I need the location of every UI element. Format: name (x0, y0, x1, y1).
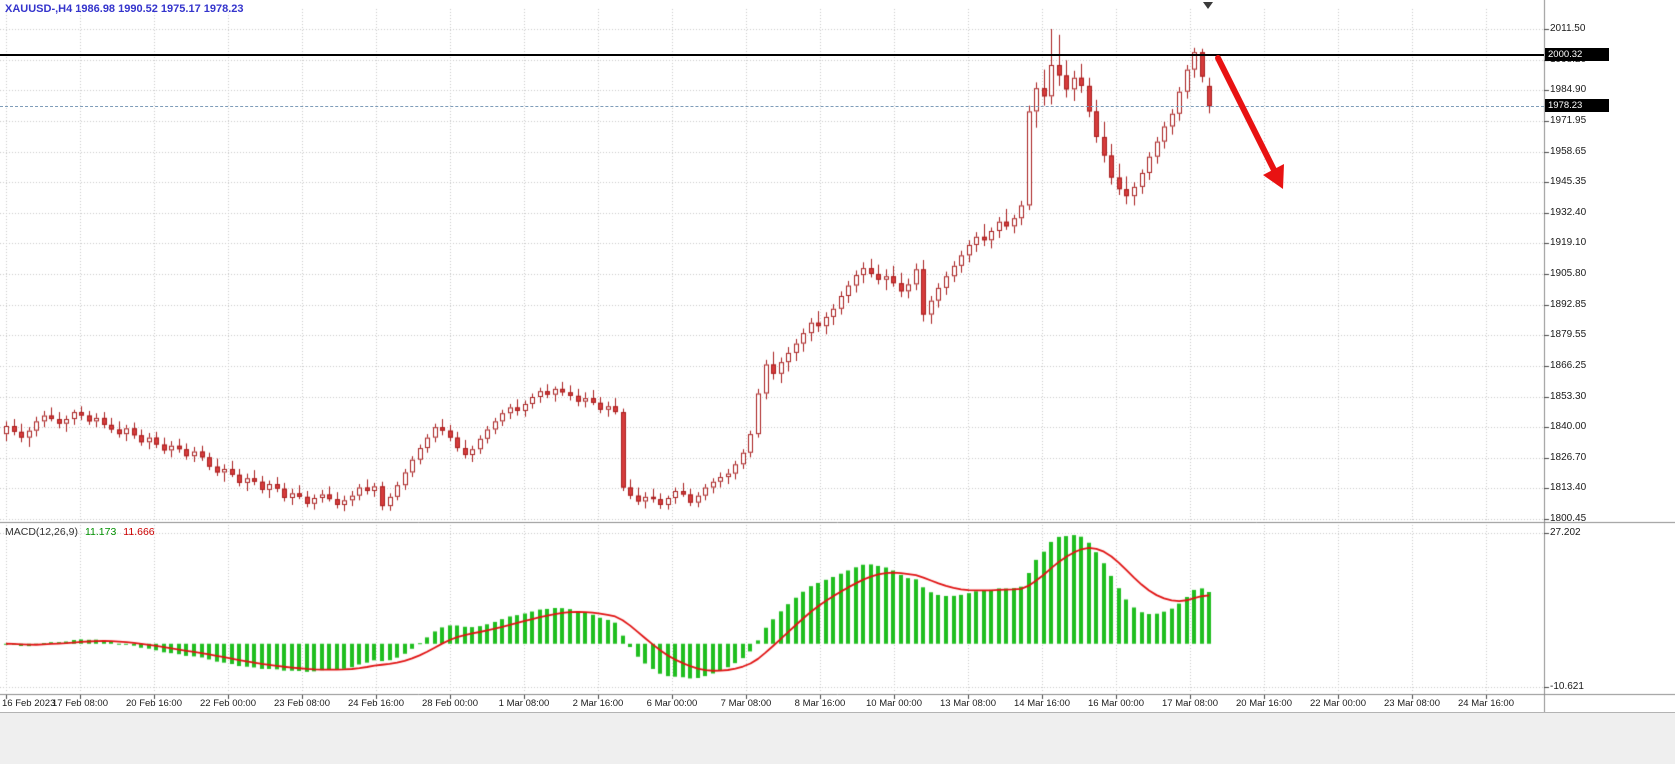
chart-plot-canvas[interactable] (0, 0, 1675, 712)
time-tick-label: 20 Mar 16:00 (1236, 698, 1292, 709)
price-tick-label: 1905.80 (1550, 268, 1587, 279)
time-tick-label: 16 Mar 00:00 (1088, 698, 1144, 709)
time-tick-label: 16 Feb 2023 (2, 698, 56, 709)
time-tick-label: 28 Feb 00:00 (422, 698, 478, 709)
price-tick-label: 1853.30 (1550, 390, 1587, 402)
price-tick-label: 1932.40 (1550, 206, 1587, 218)
time-tick-label: 13 Mar 08:00 (940, 698, 996, 709)
time-tick-label: 1 Mar 08:00 (498, 698, 550, 709)
horizontal-line-object[interactable] (0, 54, 1544, 56)
arrow-head-icon (1263, 164, 1284, 189)
indicator-label: MACD(12,26,9) 11.173 11.666 (5, 526, 155, 538)
window-footer (0, 712, 1675, 764)
time-tick-label: 23 Feb 08:00 (274, 698, 330, 709)
macd-axis-min-label: -10.621 (1550, 681, 1584, 692)
hline-price-badge: 2000.32 (1545, 48, 1609, 61)
price-tick-label: 1984.90 (1550, 84, 1587, 96)
price-tick-label: 2011.50 (1550, 23, 1586, 34)
time-tick-label: 14 Mar 16:00 (1014, 698, 1070, 709)
time-tick-label: 23 Mar 08:00 (1384, 698, 1440, 709)
time-tick-label: 6 Mar 00:00 (646, 698, 698, 709)
time-tick-label: 17 Feb 08:00 (52, 698, 108, 709)
arrow-shaft (1215, 55, 1277, 173)
time-tick-label: 22 Mar 00:00 (1310, 698, 1366, 709)
indicator-name: MACD(12,26,9) (5, 526, 78, 538)
time-tick-label: 22 Feb 00:00 (200, 698, 256, 709)
price-tick-label: 1919.10 (1550, 237, 1587, 249)
price-tick-label: 1800.45 (1550, 513, 1587, 524)
price-tick-label: 1945.35 (1550, 176, 1587, 188)
time-tick-label: 20 Feb 16:00 (126, 698, 182, 709)
price-tick-label: 1813.40 (1550, 482, 1587, 494)
time-tick-label: 24 Mar 16:00 (1458, 698, 1514, 709)
chart-shift-marker-icon[interactable] (1203, 2, 1213, 9)
price-tick-label: 1866.25 (1550, 359, 1587, 371)
time-tick-label: 2 Mar 16:00 (572, 698, 624, 709)
time-tick-label: 7 Mar 08:00 (720, 698, 772, 709)
price-tick-label: 1892.85 (1550, 298, 1587, 310)
indicator-signal-value: 11.666 (123, 526, 155, 538)
price-tick-label: 1879.55 (1550, 329, 1587, 341)
macd-axis-max-label: 27.202 (1550, 527, 1581, 538)
symbol-ohlc-label: XAUUSD-,H4 1986.98 1990.52 1975.17 1978.… (5, 3, 244, 15)
bid-price-line (0, 106, 1544, 107)
bid-price-badge: 1978.23 (1545, 99, 1609, 112)
time-tick-label: 17 Mar 08:00 (1162, 698, 1218, 709)
price-tick-label: 1826.70 (1550, 451, 1587, 463)
trend-arrow-object[interactable] (1212, 52, 1307, 212)
indicator-main-value: 11.173 (84, 526, 117, 538)
price-tick-label: 1971.95 (1550, 114, 1587, 126)
time-tick-label: 8 Mar 16:00 (794, 698, 846, 709)
time-tick-label: 24 Feb 16:00 (348, 698, 404, 709)
price-tick-label: 1840.00 (1550, 421, 1587, 433)
price-tick-label: 1958.65 (1550, 145, 1587, 157)
time-axis[interactable]: 16 Feb 2023 17 Feb 08:00 20 Feb 16:00 22 Fe… (0, 694, 1544, 712)
time-tick-label: 10 Mar 00:00 (866, 698, 922, 709)
